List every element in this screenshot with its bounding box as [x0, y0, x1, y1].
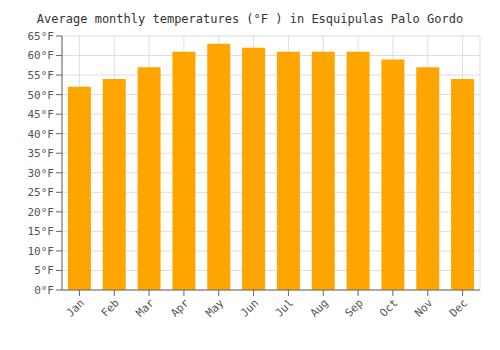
- svg-text:10°F: 10°F: [28, 245, 55, 258]
- svg-text:45°F: 45°F: [28, 108, 55, 121]
- svg-text:15°F: 15°F: [28, 225, 55, 238]
- svg-text:40°F: 40°F: [28, 128, 55, 141]
- svg-text:Apr: Apr: [168, 296, 192, 320]
- svg-text:65°F: 65°F: [28, 30, 55, 43]
- svg-text:Oct: Oct: [377, 296, 400, 319]
- svg-text:30°F: 30°F: [28, 167, 55, 180]
- svg-text:35°F: 35°F: [28, 147, 55, 160]
- svg-text:0°F: 0°F: [34, 284, 54, 297]
- svg-text:Feb: Feb: [99, 296, 122, 319]
- svg-text:May: May: [203, 296, 227, 320]
- svg-text:Jan: Jan: [64, 296, 87, 319]
- svg-text:60°F: 60°F: [28, 49, 55, 62]
- svg-text:Mar: Mar: [133, 296, 157, 320]
- svg-text:Aug: Aug: [308, 296, 331, 319]
- html-text:Average monthly temperatures (: Average monthly temperatures (°F ) in Es…: [36, 12, 464, 26]
- svg-text:Dec: Dec: [447, 296, 470, 319]
- svg-text:50°F: 50°F: [28, 89, 55, 102]
- svg-text:20°F: 20°F: [28, 206, 55, 219]
- svg-text:25°F: 25°F: [28, 186, 55, 199]
- svg-text:55°F: 55°F: [28, 69, 55, 82]
- svg-text:5°F: 5°F: [34, 264, 54, 277]
- svg-text:Nov: Nov: [412, 296, 436, 320]
- svg-text:Jun: Jun: [238, 296, 261, 319]
- svg-text:Sep: Sep: [342, 296, 365, 319]
- svg-text:Jul: Jul: [273, 296, 296, 319]
